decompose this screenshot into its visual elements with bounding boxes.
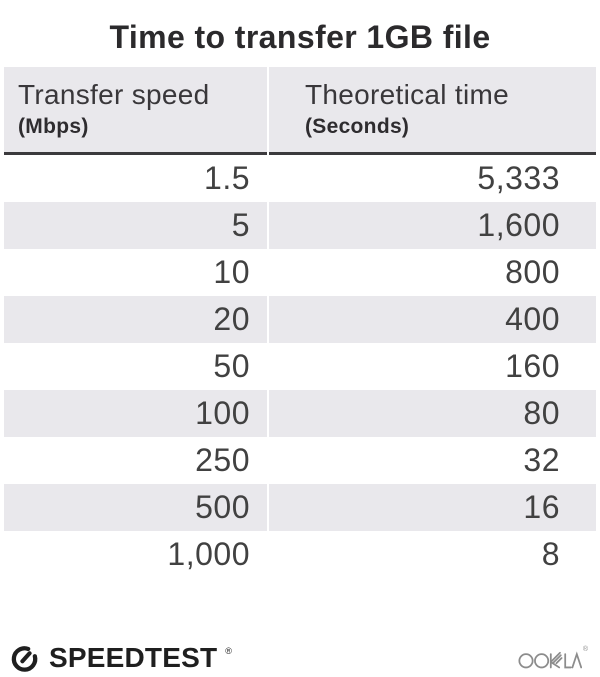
time-value-cell: 400 [269, 296, 596, 343]
ookla-logo: ® [518, 645, 588, 671]
speedtest-gauge-icon [11, 645, 38, 672]
table-body: 1.5 5,333 5 1,600 10 800 20 400 50 160 100 80 250 32 5… [4, 155, 596, 578]
ookla-registered-mark: ® [582, 646, 588, 653]
infographic-page: Time to transfer 1GB file Transfer speed… [0, 14, 600, 677]
time-value-cell: 32 [269, 437, 596, 484]
speedtest-registered-mark: ® [225, 645, 232, 656]
table-header-row: Transfer speed (Mbps) Theoretical time (… [4, 67, 596, 155]
speed-value-cell: 10 [4, 249, 267, 296]
time-value-cell: 1,600 [269, 202, 596, 249]
time-value-cell: 8 [269, 531, 596, 578]
footer: SPEEDTEST ® ® [0, 636, 600, 677]
speed-value-cell: 5 [4, 202, 267, 249]
page-title: Time to transfer 1GB file [109, 19, 491, 55]
time-value-cell: 800 [269, 249, 596, 296]
speed-value-cell: 500 [4, 484, 267, 531]
table-row: 20 400 [4, 296, 596, 343]
time-value-cell: 80 [269, 390, 596, 437]
speed-value-cell: 1,000 [4, 531, 267, 578]
table-row: 500 16 [4, 484, 596, 531]
ookla-wordmark-icon [518, 651, 582, 669]
header-cell-theoretical-time: Theoretical time (Seconds) [269, 67, 596, 155]
speed-value-cell: 1.5 [4, 155, 267, 202]
table-row: 10 800 [4, 249, 596, 296]
time-value-cell: 16 [269, 484, 596, 531]
transfer-time-table: Transfer speed (Mbps) Theoretical time (… [4, 67, 596, 578]
table-row: 100 80 [4, 390, 596, 437]
table-row: 1.5 5,333 [4, 155, 596, 202]
speed-value-cell: 50 [4, 343, 267, 390]
header-cell-transfer-speed: Transfer speed (Mbps) [4, 67, 267, 155]
speed-value-cell: 250 [4, 437, 267, 484]
speed-value-cell: 100 [4, 390, 267, 437]
theoretical-time-unit-label: (Seconds) [305, 115, 410, 138]
transfer-speed-header-label: Transfer speed [18, 79, 210, 110]
speed-value-cell: 20 [4, 296, 267, 343]
transfer-speed-unit-label: (Mbps) [18, 115, 89, 138]
table-row: 250 32 [4, 437, 596, 484]
table-row: 50 160 [4, 343, 596, 390]
theoretical-time-header-label: Theoretical time [305, 79, 509, 110]
time-value-cell: 5,333 [269, 155, 596, 202]
table-row: 1,000 8 [4, 531, 596, 578]
speedtest-logo: SPEEDTEST ® [9, 642, 232, 675]
speedtest-wordmark: SPEEDTEST [49, 642, 218, 673]
table-row: 5 1,600 [4, 202, 596, 249]
time-value-cell: 160 [269, 343, 596, 390]
